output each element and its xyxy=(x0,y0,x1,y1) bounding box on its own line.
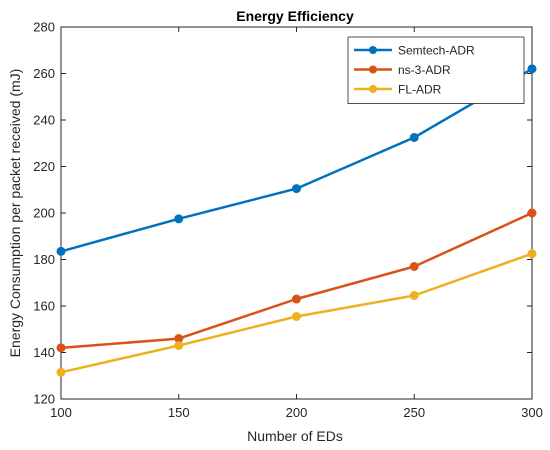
x-axis-label: Number of EDs xyxy=(247,428,343,444)
data-point-semtech-adr xyxy=(56,246,66,256)
x-tick-label: 250 xyxy=(403,405,425,420)
data-point-ns-3-adr xyxy=(56,343,66,353)
x-tick-label: 150 xyxy=(168,405,190,420)
data-point-ns-3-adr xyxy=(409,261,419,271)
data-point-semtech-adr xyxy=(409,132,419,142)
data-point-semtech-adr xyxy=(527,64,537,74)
data-point-semtech-adr xyxy=(292,184,301,194)
legend-swatch-marker-ns-3-adr xyxy=(369,65,377,74)
y-tick-label: 200 xyxy=(33,206,55,221)
data-point-ns-3-adr xyxy=(292,294,301,304)
legend-label-fl-adr: FL-ADR xyxy=(398,83,442,97)
data-point-semtech-adr xyxy=(174,214,184,224)
x-tick-label: 100 xyxy=(50,405,72,420)
y-tick-label: 280 xyxy=(33,20,55,35)
data-point-fl-adr xyxy=(292,311,301,321)
y-tick-label: 140 xyxy=(33,345,55,360)
data-point-ns-3-adr xyxy=(527,208,537,218)
y-tick-label: 160 xyxy=(33,299,55,314)
chart-title: Energy Efficiency xyxy=(236,8,354,24)
y-tick-label: 260 xyxy=(33,66,55,81)
legend: Semtech-ADR ns-3-ADR FL-ADR xyxy=(347,36,525,104)
data-point-fl-adr xyxy=(409,291,419,301)
x-tick-label: 300 xyxy=(521,405,543,420)
y-tick-label: 220 xyxy=(33,159,55,174)
x-tick-label: 200 xyxy=(286,405,308,420)
y-tick-label: 120 xyxy=(33,392,55,407)
data-point-fl-adr xyxy=(56,367,66,377)
legend-swatch-marker-semtech-adr xyxy=(369,46,377,54)
y-tick-label: 180 xyxy=(33,252,55,267)
data-point-fl-adr xyxy=(174,341,184,351)
y-axis-label: Energy Consumption per packet received (… xyxy=(7,69,23,358)
legend-label-ns-3-adr: ns-3-ADR xyxy=(398,63,451,77)
legend-label-semtech-adr: Semtech-ADR xyxy=(398,44,475,58)
data-point-fl-adr xyxy=(527,249,537,259)
y-tick-label: 240 xyxy=(33,113,55,128)
legend-swatch-marker-fl-adr xyxy=(369,85,377,93)
